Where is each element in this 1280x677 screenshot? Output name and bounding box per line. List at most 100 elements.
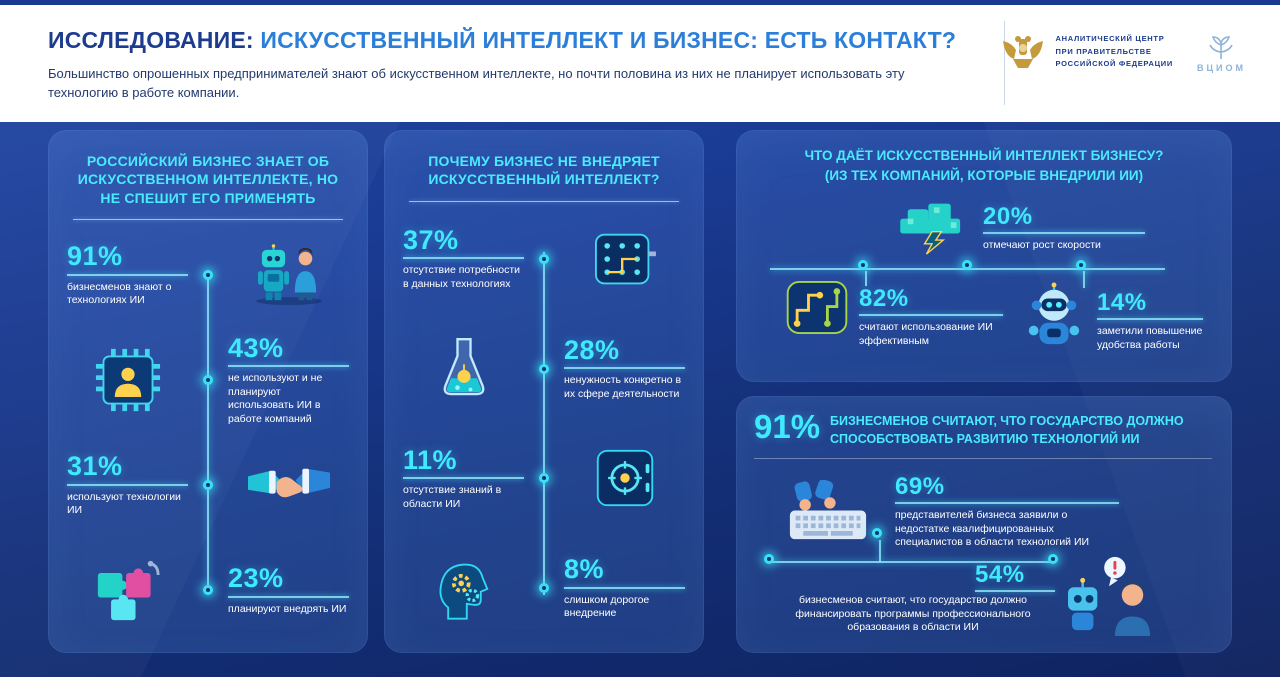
connector-line <box>403 476 524 479</box>
icon-cell <box>64 558 191 622</box>
stat-value: 31% <box>67 451 123 482</box>
awareness-timeline: 91% бизнесменов знают о технологиях ИИ <box>64 222 352 643</box>
robot-person-chat-icon <box>1068 556 1151 637</box>
analytical-center-logo: АНАЛИТИЧЕСКИЙ ЦЕНТР ПРИ ПРАВИТЕЛЬСТВЕ РО… <box>1000 32 1173 72</box>
timeline-axis <box>543 251 545 595</box>
icon-cell <box>1064 554 1158 643</box>
header-text: ИССЛЕДОВАНИЕ: ИСКУССТВЕННЫЙ ИНТЕЛЛЕКТ И … <box>48 27 963 103</box>
timeline-node <box>203 375 213 386</box>
stat-label: заметили повышение удобства работы <box>1097 325 1203 351</box>
panel-reasons: ПОЧЕМУ БИЗНЕС НЕ ВНЕДРЯЕТ ИСКУССТВЕННЫЙ … <box>384 130 704 653</box>
title-underline <box>754 458 1212 459</box>
analytical-center-line2: ПРИ ПРАВИТЕЛЬСТВЕ <box>1055 46 1152 56</box>
stat-value: 69% <box>895 473 945 500</box>
vciom-label: ВЦИОМ <box>1196 63 1246 73</box>
stat-using-ai: 31% используют технологии ИИ <box>64 452 191 518</box>
timeline-axis <box>207 270 209 595</box>
timeline-node <box>1048 554 1058 564</box>
stat-fund-education: 54% <box>972 562 1058 597</box>
timeline-node <box>764 554 774 564</box>
microchip-icon <box>95 349 160 412</box>
right-column: ЧТО ДАЁТ ИСКУССТВЕННЫЙ ИНТЕЛЛЕКТ БИЗНЕСУ… <box>736 130 1232 653</box>
icon-cell <box>561 447 688 509</box>
stat-value: 54% <box>975 561 1025 588</box>
stat-label: планируют внедрять ИИ <box>228 602 347 615</box>
title-underline <box>408 200 680 202</box>
timeline-node <box>203 269 213 280</box>
stat-label: ненужность конкретно в их сфере деятельн… <box>564 374 682 400</box>
connector-line <box>67 273 188 276</box>
timeline-node <box>872 528 882 538</box>
robot-and-person-icon <box>255 244 322 305</box>
connector-line <box>564 586 685 589</box>
stat-label: отсутствие потребности в данных технолог… <box>403 264 520 290</box>
timeline-node <box>539 253 549 264</box>
panel-benefits: ЧТО ДАЁТ ИСКУССТВЕННЫЙ ИНТЕЛЛЕКТ БИЗНЕСУ… <box>736 130 1232 382</box>
connector-line <box>865 271 867 286</box>
timeline-node <box>858 260 868 270</box>
icon-cell <box>64 347 191 413</box>
headline-text: БИЗНЕСМЕНОВ СЧИТАЮТ, ЧТО ГОСУДАРСТВО ДОЛ… <box>830 414 1184 446</box>
stat-value: 11% <box>403 444 458 475</box>
icon-cell <box>400 555 527 621</box>
icon-cell <box>400 335 527 403</box>
connector-line <box>975 590 1055 593</box>
header-logos: АНАЛИТИЧЕСКИЙ ЦЕНТР ПРИ ПРАВИТЕЛЬСТВЕ РО… <box>1000 31 1246 73</box>
stat-effective: 82% считают использование ИИ эффективным <box>856 286 1006 348</box>
stat-specialist-shortage: 69% представителей бизнеса заявили о нед… <box>892 474 1122 550</box>
stat-label: бизнесменов знают о технологиях ИИ <box>67 280 172 307</box>
page-title-prefix: ИССЛЕДОВАНИЕ: <box>48 27 254 53</box>
stat-value: 20% <box>983 203 1033 230</box>
stat-know-ai: 91% бизнесменов знают о технологиях ИИ <box>64 242 191 308</box>
puzzle-icon <box>97 561 160 621</box>
benefits-title-line2: (ИЗ ТЕХ КОМПАНИЙ, КОТОРЫЕ ВНЕДРИЛИ ИИ) <box>824 168 1144 184</box>
stat-value: 14% <box>1097 289 1147 316</box>
stat-value: 43% <box>228 332 284 363</box>
connector-line <box>228 365 349 368</box>
stat-not-relevant: 28% ненужность конкретно в их сфере деят… <box>561 335 688 402</box>
stat-label: отмечают рост скорости <box>983 239 1101 252</box>
timeline-node <box>539 363 549 374</box>
connector-line <box>859 314 1003 317</box>
page-subtitle: Большинство опрошенных предпринимателей … <box>48 66 905 100</box>
connector-line <box>895 502 1119 505</box>
stat-no-knowledge: 11% отсутствие знаний в области ИИ <box>400 444 527 512</box>
connector-line <box>983 232 1145 235</box>
timeline-node <box>539 473 549 484</box>
panel-awareness: РОССИЙСКИЙ БИЗНЕС ЗНАЕТ ОБ ИСКУССТВЕННОМ… <box>48 130 368 653</box>
timeline-row: 28% ненужность конкретно в их сфере деят… <box>400 314 688 424</box>
stat-plan-to-adopt: 23% планируют внедрять ИИ <box>225 564 352 616</box>
timeline-row: 31% используют технологии ИИ <box>64 433 352 538</box>
storm-cloud-icon <box>900 203 961 255</box>
stat-value: 82% <box>859 285 909 312</box>
icon-cell <box>788 479 868 548</box>
connector-line <box>564 367 685 370</box>
icon-cell <box>561 229 688 289</box>
analytical-center-text: АНАЛИТИЧЕСКИЙ ЦЕНТР ПРИ ПРАВИТЕЛЬСТВЕ РО… <box>1056 33 1173 71</box>
connector-line <box>403 257 524 260</box>
connector-line <box>1097 318 1203 321</box>
timeline-row: 91% бизнесменов знают о технологиях ИИ <box>64 222 352 327</box>
icon-cell <box>896 198 970 261</box>
analytical-center-line1: АНАЛИТИЧЕСКИЙ ЦЕНТР <box>1055 33 1165 43</box>
infographic-board: РОССИЙСКИЙ БИЗНЕС ЗНАЕТ ОБ ИСКУССТВЕННОМ… <box>0 122 1280 677</box>
vault-icon <box>596 450 653 507</box>
timeline-node <box>203 480 213 491</box>
head-gears-icon <box>439 563 488 620</box>
panel-awareness-title: РОССИЙСКИЙ БИЗНЕС ЗНАЕТ ОБ ИСКУССТВЕННОМ… <box>77 153 339 206</box>
analytical-center-line3: РОССИЙСКОЙ ФЕДЕРАЦИИ <box>1055 59 1173 69</box>
stat-speed: 20% отмечают рост скорости <box>980 204 1148 253</box>
top-border-strip <box>0 0 1280 5</box>
circuit-board-icon <box>594 233 656 285</box>
stat-value: 37% <box>403 225 459 255</box>
timeline-node <box>1076 260 1086 270</box>
stat-label: слишком дорогое внедрение <box>564 593 650 620</box>
timeline-node <box>962 260 972 270</box>
flask-icon <box>443 337 484 395</box>
timeline-row: 8% слишком дорогое внедрение <box>400 533 688 643</box>
page-title: ИССЛЕДОВАНИЕ: ИСКУССТВЕННЫЙ ИНТЕЛЛЕКТ И … <box>48 27 963 54</box>
stat-value: 23% <box>228 563 284 594</box>
sprout-icon <box>1209 36 1234 59</box>
robot-icon <box>1028 282 1080 345</box>
stat-not-planning: 43% не используют и не планируют использ… <box>225 332 352 427</box>
